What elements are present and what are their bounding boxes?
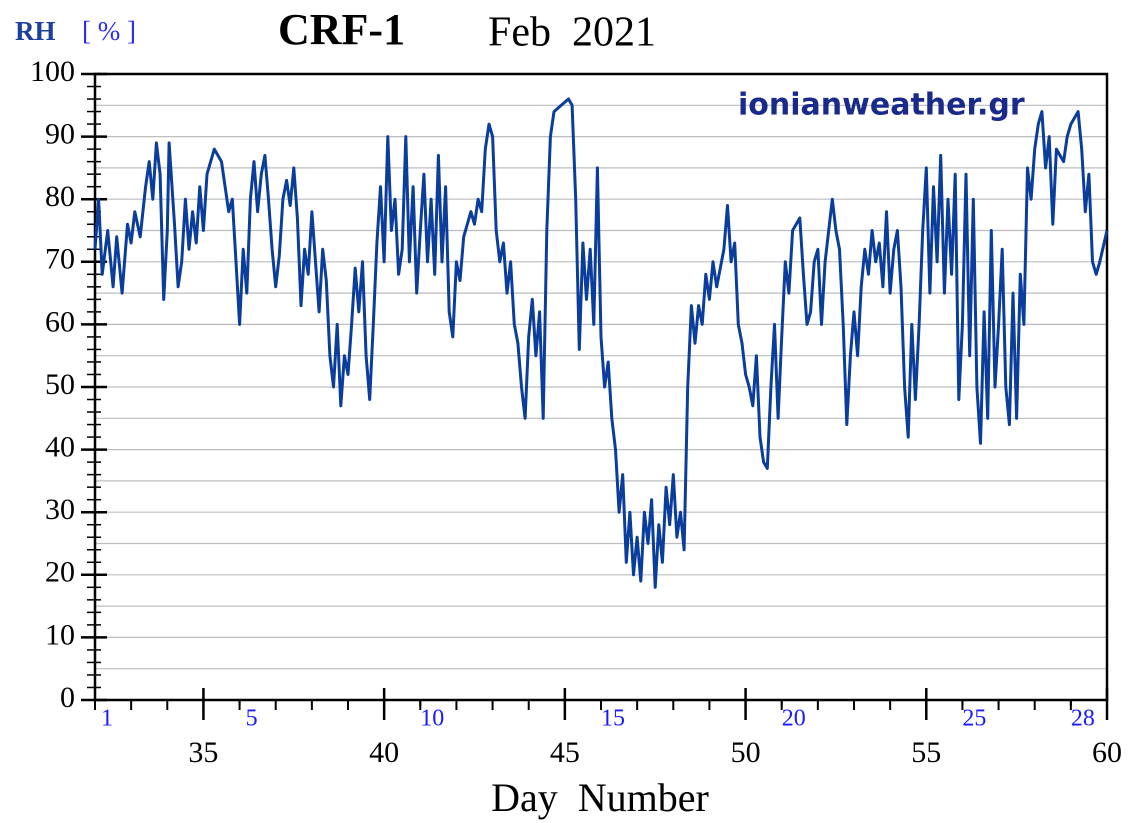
y-tick-label: 0 — [60, 681, 75, 714]
y-tick-label: 10 — [45, 618, 75, 651]
watermark: ionianweather.gr — [738, 88, 1025, 123]
x-tick-label: 50 — [731, 736, 761, 769]
x-tick-label: 45 — [550, 736, 580, 769]
y-tick-label: 20 — [45, 556, 75, 589]
y-tick-label: 40 — [45, 430, 75, 463]
y-axis-label: RH — [15, 16, 56, 46]
y-tick-label: 50 — [45, 368, 75, 401]
day-of-month-label: 25 — [962, 706, 986, 732]
y-axis-unit: [ % ] — [82, 16, 136, 46]
y-tick-label: 60 — [45, 305, 75, 338]
day-of-month-label: 28 — [1071, 706, 1095, 732]
day-of-month-label: 5 — [246, 706, 258, 732]
y-tick-label: 100 — [30, 55, 75, 88]
day-of-month-label: 20 — [782, 706, 806, 732]
plot-frame — [93, 72, 1109, 702]
x-tick-label: 35 — [188, 736, 218, 769]
y-tick-label: 70 — [45, 243, 75, 276]
chart-title: CRF-1 — [278, 5, 405, 54]
rh-line — [93, 97, 1109, 589]
x-tick-label: 60 — [1092, 736, 1122, 769]
y-tick-label: 30 — [45, 493, 75, 526]
day-of-month-label: 15 — [601, 706, 625, 732]
day-of-month-label: 10 — [420, 706, 444, 732]
chart-subtitle: Feb 2021 — [488, 10, 656, 56]
y-tick-label: 80 — [45, 180, 75, 213]
x-tick-label: 55 — [911, 736, 941, 769]
y-tick-label: 90 — [45, 117, 75, 150]
x-tick-label: 40 — [369, 736, 399, 769]
day-of-month-label: 1 — [101, 706, 113, 732]
x-axis-label: Day Number — [491, 775, 709, 820]
